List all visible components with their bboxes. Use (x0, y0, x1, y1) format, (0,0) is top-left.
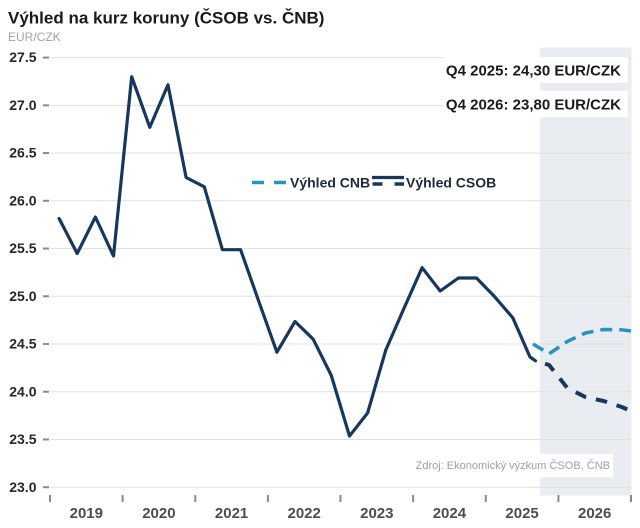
svg-text:Q4 2025: 24,30 EUR/CZK: Q4 2025: 24,30 EUR/CZK (446, 63, 621, 80)
svg-text:27.0: 27.0 (9, 97, 36, 113)
svg-text:2019: 2019 (70, 505, 103, 522)
svg-text:23.5: 23.5 (9, 431, 36, 447)
svg-text:24.5: 24.5 (9, 336, 36, 352)
svg-text:Výhled CNB: Výhled CNB (290, 175, 370, 191)
svg-text:Q4 2026: 23,80 EUR/CZK: Q4 2026: 23,80 EUR/CZK (446, 97, 621, 114)
svg-text:23.0: 23.0 (9, 479, 36, 495)
svg-text:Výhled CSOB: Výhled CSOB (406, 175, 496, 191)
svg-text:2026: 2026 (578, 505, 611, 522)
svg-text:Zdroj: Ekonomický výzkum ČSOB,: Zdroj: Ekonomický výzkum ČSOB, ČNB (416, 459, 610, 472)
svg-text:EUR/CZK: EUR/CZK (8, 30, 61, 44)
svg-text:2023: 2023 (360, 505, 393, 522)
svg-text:Výhled na kurz koruny (ČSOB vs: Výhled na kurz koruny (ČSOB vs. ČNB) (8, 9, 324, 28)
svg-text:2022: 2022 (288, 505, 321, 522)
svg-text:26.5: 26.5 (9, 145, 36, 161)
svg-text:2025: 2025 (505, 505, 538, 522)
svg-text:25.5: 25.5 (9, 240, 36, 256)
svg-text:2024: 2024 (433, 505, 467, 522)
svg-text:2021: 2021 (215, 505, 248, 522)
svg-text:27.5: 27.5 (9, 49, 36, 65)
svg-text:24.0: 24.0 (9, 383, 36, 399)
svg-text:26.0: 26.0 (9, 192, 36, 208)
svg-text:25.0: 25.0 (9, 288, 36, 304)
svg-text:2020: 2020 (142, 505, 175, 522)
